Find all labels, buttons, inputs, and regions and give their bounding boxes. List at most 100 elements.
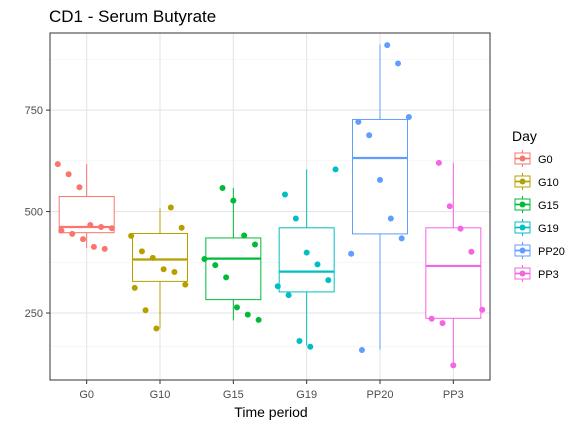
legend-item-g0: G0 (514, 150, 553, 167)
legend-key-point (519, 201, 526, 208)
data-point (182, 281, 189, 288)
data-point (167, 204, 174, 211)
data-point (244, 311, 251, 318)
data-point (348, 250, 355, 257)
data-point (80, 236, 87, 243)
data-point (332, 166, 339, 173)
legend-key-point (519, 178, 526, 185)
data-point (201, 256, 208, 263)
box-iqr (352, 118, 408, 235)
data-point (285, 292, 292, 299)
data-point (251, 241, 258, 248)
data-point (446, 203, 453, 210)
data-point (212, 262, 219, 269)
box-iqr (132, 232, 188, 282)
legend-key-point (519, 247, 526, 254)
legend-item-pp20: PP20 (514, 242, 565, 259)
data-point (128, 232, 135, 239)
y-tick-label: 250 (25, 308, 43, 320)
y-tick-label: 750 (25, 105, 43, 117)
x-axis-title: Time period (234, 404, 307, 420)
data-point (307, 343, 314, 350)
legend-label: G10 (538, 177, 559, 189)
data-point (314, 261, 321, 268)
data-point (468, 248, 475, 255)
data-point (54, 161, 61, 168)
legend-key-point (519, 270, 526, 277)
data-point (358, 346, 365, 353)
x-tick-label: PP20 (367, 389, 394, 401)
data-point (325, 277, 332, 284)
plot-border (49, 32, 491, 381)
x-tick-label: G15 (223, 389, 244, 401)
data-point (428, 315, 435, 322)
box-group-pp3 (425, 159, 486, 369)
box-iqr (425, 227, 482, 319)
data-point (98, 223, 105, 230)
data-point (87, 221, 94, 228)
data-point (223, 274, 230, 281)
data-point (435, 159, 442, 166)
data-point (377, 176, 383, 183)
legend-label: PP20 (538, 246, 565, 258)
box-iqr (205, 237, 262, 301)
data-point (387, 215, 394, 222)
data-point (178, 224, 185, 231)
x-tick-label: G0 (79, 389, 94, 401)
legend-label: G0 (538, 154, 553, 166)
data-point (153, 325, 160, 332)
data-point (108, 225, 115, 232)
legend-item-g19: G19 (514, 219, 559, 236)
data-point (405, 114, 412, 121)
data-point (366, 132, 373, 139)
data-point (292, 215, 299, 222)
legend-label: PP3 (538, 269, 559, 281)
data-point (142, 307, 149, 314)
legend-key-point (519, 155, 526, 162)
data-point (65, 171, 72, 178)
chart-title: CD1 - Serum Butyrate (49, 7, 216, 26)
plot-panel (50, 33, 490, 380)
legend-item-g15: G15 (514, 196, 559, 213)
legend-label: G19 (538, 223, 559, 235)
box-group-g10 (128, 204, 189, 332)
x-tick-label: PP3 (443, 389, 464, 401)
y-tick-label: 500 (25, 207, 43, 219)
data-point (274, 283, 281, 290)
data-point (101, 245, 108, 252)
data-point (450, 362, 457, 369)
data-point (282, 191, 289, 198)
data-point (384, 42, 391, 49)
data-point (355, 118, 362, 125)
box-iqr (278, 227, 335, 293)
data-point (395, 60, 402, 67)
x-tick-label: G19 (296, 389, 317, 401)
x-tick-label: G10 (150, 389, 171, 401)
data-point (160, 266, 167, 273)
box-group-g15 (201, 185, 262, 323)
data-point (296, 338, 303, 345)
data-point (303, 249, 310, 256)
data-point (131, 284, 138, 291)
data-point (171, 269, 178, 276)
data-point (479, 306, 486, 313)
plot-area: 250 500 750 G0 G10 G15 G19 PP20 PP3 (25, 32, 491, 401)
data-point (233, 304, 240, 311)
data-point (58, 227, 65, 234)
box-group-pp20 (348, 42, 412, 353)
legend-item-pp3: PP3 (514, 265, 559, 282)
legend-label: G15 (538, 200, 559, 212)
data-point (457, 225, 464, 232)
data-point (439, 320, 446, 327)
data-point (149, 254, 156, 261)
legend-title: Day (512, 128, 537, 144)
data-point (230, 197, 237, 204)
legend-item-g10: G10 (514, 173, 559, 190)
data-point (219, 185, 226, 192)
data-point (241, 232, 248, 239)
data-point (398, 235, 405, 242)
box-group-g0 (54, 161, 115, 252)
legend-key-point (519, 224, 526, 231)
